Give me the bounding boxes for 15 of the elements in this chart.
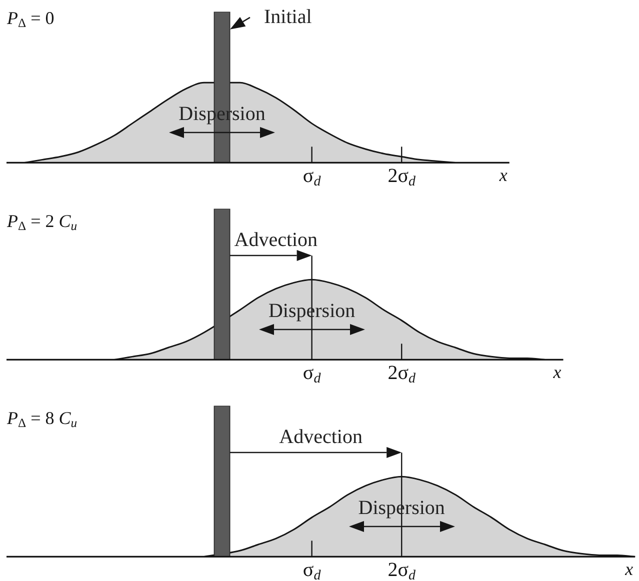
annotation: Advection <box>279 426 362 448</box>
x-axis-title: x <box>625 558 634 579</box>
x-tick-label: 2σ$_{d}$ <box>388 164 416 190</box>
x-tick-label: σ$_{d}$ <box>302 558 321 581</box>
x-axis-title: x <box>553 362 562 382</box>
x-tick-label: 2σ$_{d}$ <box>388 558 416 581</box>
x-tick-label: 2σ$_{d}$ <box>388 362 416 386</box>
x-tick-label: σ$_{d}$ <box>302 362 321 386</box>
chart-title: P$_{Δ}$ = 8 C$_{u}$ <box>7 408 78 430</box>
x-axis-title: x <box>499 164 508 185</box>
chart-title: P$_{Δ}$ = 2 C$_{u}$ <box>7 211 78 234</box>
x-tick-label: σ$_{d}$ <box>302 164 321 190</box>
chart-title: P$_{Δ}$ = 0 <box>7 8 54 30</box>
annotation: Advection <box>234 228 318 251</box>
annotation: Initial <box>264 6 312 28</box>
